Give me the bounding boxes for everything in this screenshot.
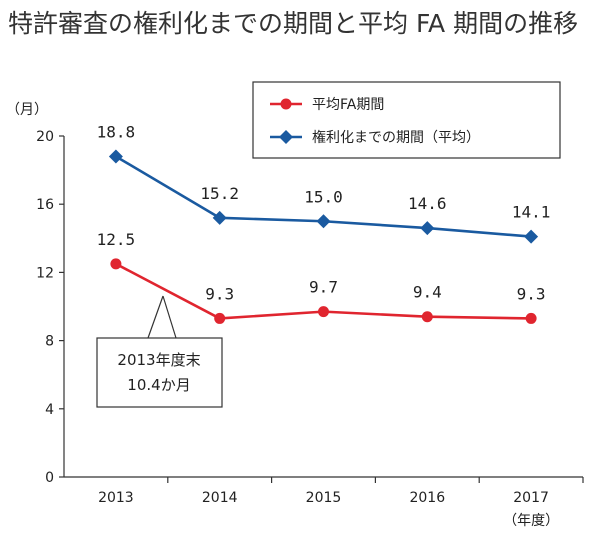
y-tick-label: 4 — [45, 402, 54, 418]
data-point-fa — [421, 311, 433, 323]
annotation: 2013年度末 10.4か月 — [96, 295, 223, 408]
legend-box — [252, 81, 561, 159]
data-point-rights — [316, 214, 331, 229]
data-label: 18.8 — [97, 122, 136, 141]
data-label: 15.2 — [200, 184, 239, 203]
data-point-fa — [318, 306, 329, 318]
callout-line — [147, 295, 164, 339]
annotation-line-2: 10.4か月 — [127, 376, 190, 394]
data-labels: 12.5 9.3 9.7 9.4 9.3 18.8 15.2 15.0 14.6 14.1 — [97, 122, 551, 303]
x-axis-label: （年度） — [503, 513, 559, 529]
y-tick-label: 20 — [36, 129, 54, 145]
y-tick-label: 0 — [45, 470, 54, 486]
x-tick-label: 2015 — [306, 490, 342, 506]
data-label: 15.0 — [304, 187, 343, 206]
x-tick-label: 2016 — [409, 490, 445, 506]
x-tick-label: 2017 — [513, 490, 549, 506]
data-point-rights — [108, 149, 123, 164]
data-point-rights — [524, 229, 539, 244]
y-axis-label: （月） — [6, 102, 48, 118]
data-label: 12.5 — [97, 230, 136, 249]
x-tick-label: 2013 — [98, 490, 134, 506]
data-label: 9.7 — [309, 278, 338, 297]
legend-marker-fa — [280, 98, 292, 110]
data-point-fa — [525, 312, 537, 324]
x-tick-label: 2014 — [202, 490, 238, 506]
y-tick-label: 12 — [36, 265, 54, 281]
annotation-line-1: 2013年度末 — [117, 351, 200, 369]
annotation-box — [96, 337, 223, 408]
data-label: 9.3 — [205, 284, 234, 303]
callout-line — [162, 295, 177, 339]
axes: 0 4 8 12 16 20 （月） 2013 2014 2015 2016 2017 （年度） — [6, 102, 584, 529]
chart-title: 特許審査の権利化までの期間と平均 FA 期間の推移 — [8, 9, 579, 38]
series-layer — [108, 149, 539, 324]
y-tick-label: 16 — [36, 197, 54, 213]
data-label: 9.3 — [517, 284, 546, 303]
data-label: 14.1 — [512, 203, 551, 222]
legend-marker-rights — [279, 130, 293, 144]
data-point-fa — [214, 312, 226, 324]
data-label: 9.4 — [413, 283, 442, 302]
data-point-rights — [420, 221, 435, 236]
legend-label: 平均FA期間 — [312, 97, 384, 113]
y-tick-label: 8 — [45, 334, 54, 350]
data-point-fa — [110, 258, 122, 270]
data-label: 14.6 — [408, 194, 447, 213]
data-point-rights — [212, 210, 227, 225]
legend-label: 権利化までの期間（平均） — [312, 129, 480, 146]
